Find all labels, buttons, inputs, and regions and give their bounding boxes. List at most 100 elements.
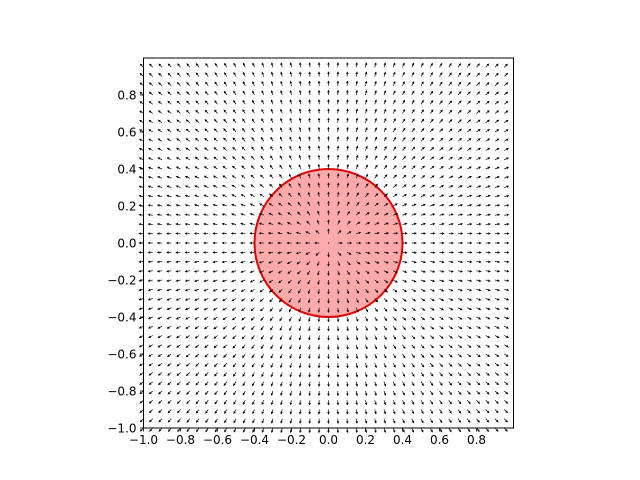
vector-arrow-head	[459, 317, 463, 320]
vector-arrow-shaft	[448, 148, 452, 151]
vector-arrow-head	[422, 156, 425, 159]
vector-arrow-head	[355, 328, 359, 332]
vector-arrow-shaft	[411, 381, 414, 385]
vector-arrow	[270, 118, 274, 123]
vector-arrow-head	[289, 154, 292, 158]
vector-arrow	[184, 232, 190, 235]
vector-arrow-shaft	[383, 344, 386, 348]
vector-arrow-shaft	[383, 92, 386, 96]
vector-arrow	[317, 372, 321, 378]
vector-arrow	[374, 307, 378, 312]
vector-arrow-shaft	[504, 93, 507, 96]
vector-arrow-shaft	[448, 409, 451, 412]
vector-arrow-shaft	[290, 73, 292, 77]
vector-arrow-shaft	[402, 326, 405, 329]
vector-arrow-shaft	[271, 73, 274, 77]
vector-arrow-shaft	[429, 409, 432, 412]
vector-arrow-head	[374, 402, 377, 406]
vector-arrow	[439, 100, 443, 105]
vector-arrow	[365, 212, 370, 216]
vector-arrow-head	[185, 119, 189, 123]
vector-arrow	[240, 288, 246, 292]
vector-arrow	[356, 241, 362, 245]
vector-arrow	[504, 176, 510, 179]
vector-arrow	[494, 399, 499, 404]
vector-arrow	[166, 279, 172, 282]
vector-arrow-head	[205, 410, 208, 414]
vector-arrow-head	[317, 154, 321, 158]
vector-arrow-shaft	[243, 390, 246, 394]
vector-arrow-head	[497, 241, 501, 245]
vector-arrow-shaft	[457, 158, 461, 161]
vector-arrow	[213, 128, 218, 133]
vector-arrow-head	[317, 430, 321, 434]
vector-arrow	[458, 241, 464, 245]
vector-arrow-shaft	[411, 120, 414, 123]
vector-arrow	[476, 147, 481, 151]
vector-arrow	[213, 353, 218, 358]
vector-arrow	[186, 72, 191, 77]
vector-arrow-shaft	[485, 167, 489, 170]
vector-arrow	[167, 91, 172, 96]
vector-arrow-head	[233, 383, 236, 387]
vector-arrow-head	[337, 282, 340, 286]
vector-arrow-shaft	[177, 186, 181, 188]
vector-arrow-head	[308, 328, 311, 332]
vector-arrow	[268, 203, 274, 207]
vector-arrow-head	[298, 154, 302, 158]
vector-arrow-shaft	[214, 195, 218, 198]
vector-arrow-head	[147, 222, 151, 226]
vector-arrow-head	[402, 90, 405, 94]
vector-arrow-shaft	[178, 400, 181, 403]
vector-arrow-head	[298, 108, 302, 112]
vector-arrow-head	[167, 354, 170, 357]
vector-arrow-head	[316, 219, 320, 223]
vector-arrow	[476, 381, 481, 386]
vector-arrow	[457, 344, 463, 348]
vector-arrow-head	[423, 222, 427, 226]
vector-arrow-head	[157, 373, 161, 376]
vector-arrow-shaft	[224, 148, 227, 151]
vector-arrow	[261, 62, 265, 68]
vector-arrow-shaft	[289, 261, 292, 263]
vector-arrow	[346, 173, 349, 179]
vector-arrow-head	[279, 136, 283, 140]
vector-arrow-head	[175, 307, 179, 310]
vector-arrow-head	[441, 298, 445, 301]
vector-arrow-shaft	[457, 64, 460, 68]
vector-arrow-head	[221, 203, 225, 207]
vector-arrow-head	[404, 289, 407, 293]
vector-arrow-shaft	[504, 177, 507, 179]
vector-arrow-shaft	[504, 195, 507, 198]
vector-arrow-shaft	[420, 74, 423, 77]
vector-arrow	[429, 109, 434, 114]
vector-arrow	[383, 90, 387, 96]
vector-arrow	[467, 316, 472, 320]
vector-arrow-head	[157, 110, 161, 113]
vector-arrow-head	[357, 221, 361, 225]
vector-arrow-shaft	[485, 381, 488, 384]
vector-arrow	[158, 381, 163, 386]
vector-arrow-head	[412, 137, 416, 141]
vector-arrow	[289, 80, 293, 86]
vector-arrow-shaft	[485, 279, 489, 281]
vector-arrow	[467, 213, 473, 217]
vector-arrow-head	[479, 241, 482, 245]
vector-arrow	[280, 99, 283, 105]
vector-arrow-head	[214, 62, 218, 66]
vector-arrow	[307, 182, 311, 188]
vector-arrow	[383, 363, 387, 368]
vector-arrow-head	[138, 288, 142, 292]
vector-arrow-head	[270, 90, 274, 94]
vector-arrow-shaft	[168, 158, 172, 161]
vector-arrow	[289, 344, 292, 350]
vector-arrow-head	[431, 165, 435, 169]
vector-arrow-head	[261, 383, 264, 387]
vector-arrow-shaft	[196, 148, 200, 151]
vector-arrow-head	[478, 326, 482, 329]
vector-arrow	[186, 91, 191, 96]
vector-arrow-shaft	[270, 298, 274, 301]
vector-arrow-head	[203, 232, 206, 235]
vector-arrow-head	[367, 251, 371, 255]
vector-arrow-head	[241, 308, 244, 311]
